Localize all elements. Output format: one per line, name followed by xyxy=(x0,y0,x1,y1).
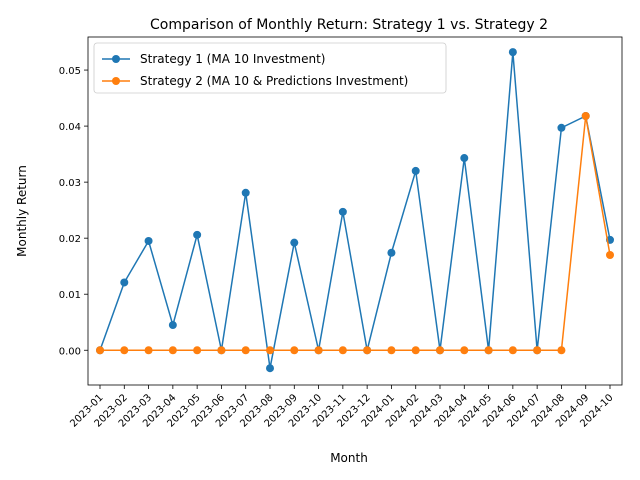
y-tick-label: 0.02 xyxy=(59,234,81,245)
series-2-point xyxy=(363,346,372,355)
legend-item: Strategy 1 (MA 10 Investment) xyxy=(102,52,325,66)
series-2-point xyxy=(144,346,153,355)
series-2-point xyxy=(411,346,420,355)
series-2-point xyxy=(96,346,104,355)
series-1-point xyxy=(120,278,129,287)
series-2-point xyxy=(581,112,590,121)
series-2-point xyxy=(217,346,226,355)
series-2-point xyxy=(193,346,202,355)
series-1-point xyxy=(411,166,420,175)
series-2-point xyxy=(606,250,614,259)
y-tick-label: 0.04 xyxy=(59,122,81,133)
y-axis-label: Monthly Return xyxy=(15,165,29,257)
series-2-point xyxy=(387,346,396,355)
legend-label: Strategy 1 (MA 10 Investment) xyxy=(140,52,325,66)
series-2-point xyxy=(557,346,566,355)
legend-item: Strategy 2 (MA 10 & Predictions Investme… xyxy=(102,74,408,88)
series-1-point xyxy=(460,154,469,163)
series-1-point xyxy=(557,123,566,132)
legend: Strategy 1 (MA 10 Investment) Strategy 2 … xyxy=(93,42,447,94)
legend-marker xyxy=(112,77,120,85)
series-2-point xyxy=(484,346,493,355)
series-2 xyxy=(96,112,614,355)
series-1-point xyxy=(241,188,250,197)
series-1-point xyxy=(266,364,274,373)
series-1-point xyxy=(290,238,299,247)
series-1-point xyxy=(508,48,517,57)
series-2-point xyxy=(460,346,469,355)
series-1-point xyxy=(144,236,153,245)
y-tick-label: 0.03 xyxy=(59,178,81,189)
x-axis-label: Month xyxy=(330,451,368,465)
series-2-point xyxy=(120,346,129,355)
plot-frame xyxy=(87,36,623,386)
y-tick-label: 0.00 xyxy=(59,346,81,357)
series-2-point xyxy=(338,346,347,355)
series-layer xyxy=(96,48,614,373)
series-1-line xyxy=(99,51,611,369)
series-2-point xyxy=(241,346,250,355)
series-2-point xyxy=(533,346,542,355)
legend-label: Strategy 2 (MA 10 & Predictions Investme… xyxy=(140,74,408,88)
series-1-point xyxy=(168,321,177,330)
series-1-point xyxy=(338,207,347,216)
chart-title: Comparison of Monthly Return: Strategy 1… xyxy=(150,17,548,33)
legend-marker xyxy=(112,55,120,63)
series-2-point xyxy=(266,346,274,355)
series-1-point xyxy=(387,248,396,257)
y-tick-label: 0.05 xyxy=(59,66,81,77)
series-2-point xyxy=(168,346,177,355)
legend-box xyxy=(93,42,447,94)
series-2-point xyxy=(290,346,299,355)
y-tick-label: 0.01 xyxy=(59,290,81,301)
series-2-point xyxy=(436,346,444,355)
series-1-point xyxy=(193,230,202,239)
series-2-line xyxy=(100,115,611,352)
series-2-point xyxy=(508,346,517,355)
series-2-point xyxy=(314,346,323,355)
y-axis: 0.00 0.01 0.02 0.03 0.04 0.05 xyxy=(59,66,88,357)
plot-area xyxy=(88,37,622,385)
